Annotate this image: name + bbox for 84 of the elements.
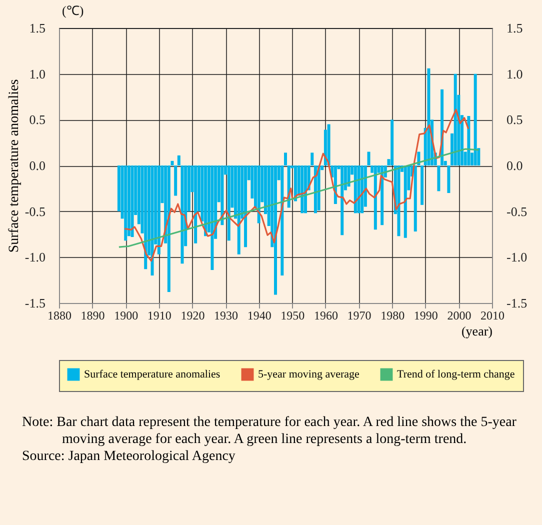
bar bbox=[174, 166, 178, 196]
x-tick-label: 1900 bbox=[114, 308, 138, 322]
bar bbox=[374, 166, 377, 230]
bar bbox=[310, 152, 314, 166]
bar bbox=[124, 166, 128, 241]
x-tick-label: 1880 bbox=[48, 308, 72, 322]
x-tick-label: 1930 bbox=[214, 308, 238, 322]
bar bbox=[454, 74, 457, 166]
legend-label: 5-year moving average bbox=[258, 368, 360, 381]
x-tick-label: 1940 bbox=[247, 308, 272, 322]
bar bbox=[404, 166, 407, 238]
y-tick-label: 0.5 bbox=[29, 112, 46, 128]
bar bbox=[360, 166, 364, 214]
y2-tick-label: 0.0 bbox=[506, 158, 523, 173]
y-axis-title: Surface temperature anomalies bbox=[6, 79, 22, 253]
bar bbox=[237, 166, 240, 254]
y-tick-label: 1.0 bbox=[29, 66, 46, 82]
x-tick-label: 1980 bbox=[380, 308, 405, 322]
y-tick-label: 0.0 bbox=[29, 158, 46, 173]
bar bbox=[390, 120, 394, 166]
bar bbox=[180, 166, 184, 264]
bar bbox=[300, 166, 304, 214]
x-tick-label: 1910 bbox=[147, 308, 172, 322]
bar bbox=[130, 166, 134, 237]
bar bbox=[427, 68, 430, 166]
bar bbox=[367, 152, 370, 166]
source-note: Source: Japan Meteorological Agency bbox=[22, 448, 236, 465]
bar bbox=[157, 166, 160, 254]
y2-tick-label: -1.0 bbox=[506, 250, 528, 265]
y2-tick-label: -1.5 bbox=[506, 296, 528, 310]
y-tick-label: -0.5 bbox=[24, 204, 46, 219]
bar bbox=[294, 166, 297, 202]
bar bbox=[210, 166, 214, 270]
bar bbox=[257, 166, 260, 224]
y-tick-label: 1.5 bbox=[29, 20, 46, 36]
x-tick-label: 1890 bbox=[80, 308, 105, 322]
x-tick-label: 1920 bbox=[180, 308, 205, 322]
bar bbox=[274, 166, 277, 295]
bar bbox=[167, 166, 170, 292]
bar bbox=[284, 152, 287, 166]
line-series bbox=[124, 108, 470, 262]
bar bbox=[127, 166, 130, 236]
legend-label: Surface temperature anomalies bbox=[84, 368, 220, 381]
x-tick-label: 2000 bbox=[447, 308, 472, 322]
bar bbox=[340, 166, 344, 236]
bar bbox=[437, 166, 440, 192]
y-tick-label: -1.0 bbox=[24, 250, 46, 265]
bar bbox=[170, 160, 174, 166]
bar bbox=[280, 166, 284, 276]
bar bbox=[420, 166, 424, 205]
y2-tick-label: 0.5 bbox=[506, 112, 523, 128]
bar bbox=[354, 166, 357, 214]
bar bbox=[244, 166, 248, 248]
bar bbox=[357, 166, 360, 214]
bar bbox=[150, 166, 154, 276]
x-axis-title: (year) bbox=[461, 324, 492, 338]
x-tick-label: 1970 bbox=[347, 308, 372, 322]
bar bbox=[397, 166, 400, 236]
bar bbox=[314, 166, 317, 214]
x-tick-label: 1990 bbox=[414, 308, 438, 322]
bar bbox=[447, 166, 450, 193]
bar bbox=[474, 74, 477, 166]
bar bbox=[227, 166, 230, 241]
y-tick-label: -1.5 bbox=[24, 296, 46, 310]
legend-label: Trend of long-term change bbox=[397, 368, 515, 381]
bar bbox=[204, 166, 208, 236]
bar bbox=[220, 166, 224, 226]
bar bbox=[347, 166, 350, 187]
bar bbox=[327, 124, 330, 166]
y2-tick-label: 1.5 bbox=[506, 20, 523, 36]
line-series bbox=[118, 148, 480, 248]
x-tick-label: 1950 bbox=[280, 308, 305, 322]
bar bbox=[194, 166, 198, 244]
y2-tick-label: -0.5 bbox=[506, 204, 528, 219]
text: (℃) bbox=[61, 2, 85, 20]
text: Note: Bar chart data represent the temperature for each year. A red line shows the 5-year moving average for each year. A green line represents a long-term trend. bbox=[22, 414, 518, 448]
y2-tick-label: 1.0 bbox=[506, 66, 523, 82]
bar bbox=[467, 116, 470, 166]
x-tick-label: 2010 bbox=[480, 308, 504, 322]
bar bbox=[414, 166, 417, 232]
x-tick-label: 1960 bbox=[314, 308, 338, 322]
bar bbox=[144, 166, 148, 270]
bar bbox=[304, 166, 307, 214]
bar bbox=[177, 155, 180, 166]
